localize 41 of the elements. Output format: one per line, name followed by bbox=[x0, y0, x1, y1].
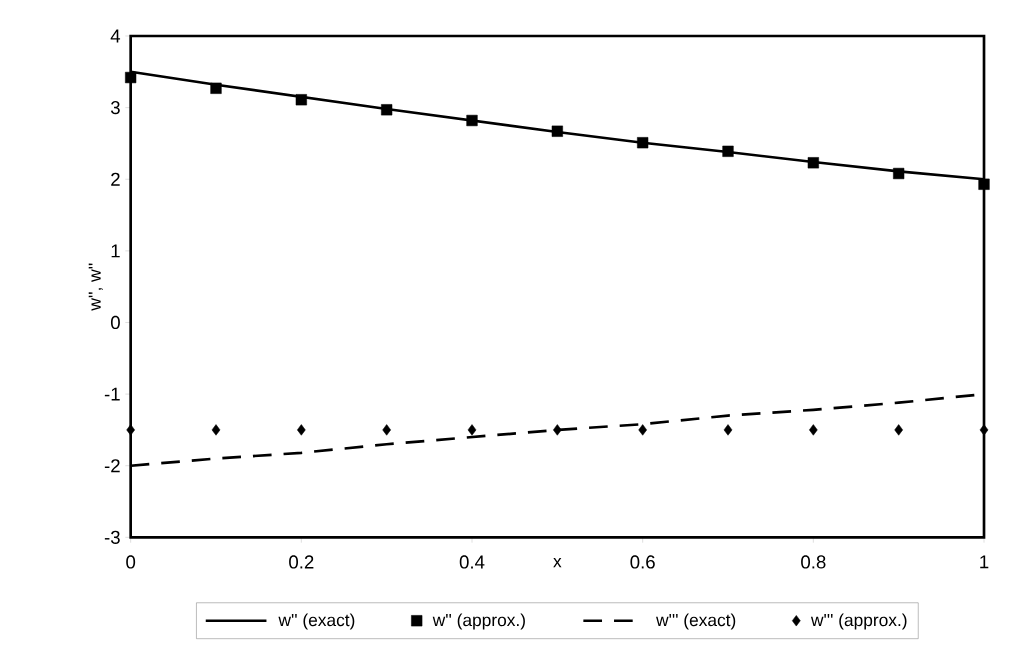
point bbox=[551, 125, 563, 137]
y-tick-label: 1 bbox=[111, 244, 120, 258]
point bbox=[295, 94, 307, 106]
point bbox=[893, 167, 905, 180]
legend-label: w'' (approx.) bbox=[432, 613, 525, 630]
point bbox=[553, 424, 562, 436]
y-tick-label: -1 bbox=[104, 387, 120, 401]
point bbox=[381, 104, 393, 116]
x-tick-label: 0.4 bbox=[459, 555, 485, 569]
x-tick-label: 0.6 bbox=[630, 555, 655, 569]
point bbox=[125, 71, 137, 84]
y-tick-label: 2 bbox=[111, 172, 120, 186]
point bbox=[382, 424, 391, 436]
x-tick-label: 0.8 bbox=[801, 555, 826, 569]
x-tick-label: 0 bbox=[126, 555, 136, 569]
point bbox=[722, 145, 734, 157]
point bbox=[467, 424, 477, 436]
y-tick-label: -2 bbox=[104, 459, 120, 473]
point bbox=[126, 424, 135, 436]
x-tick-label: 1 bbox=[980, 555, 989, 569]
point bbox=[638, 424, 647, 436]
x-axis-title: x bbox=[553, 558, 562, 568]
point bbox=[809, 424, 818, 436]
point bbox=[807, 157, 819, 169]
y-tick-label: 3 bbox=[110, 100, 120, 115]
point bbox=[637, 137, 649, 149]
y-axis-title: w'', w'' bbox=[88, 263, 103, 311]
legend-label: w''' (exact) bbox=[656, 613, 736, 630]
point bbox=[466, 114, 478, 127]
point bbox=[723, 424, 733, 436]
point bbox=[211, 424, 221, 436]
legend-label: w''' (approx.) bbox=[810, 613, 907, 630]
legend-label: w'' (exact) bbox=[278, 613, 355, 630]
y-tick-label: 4 bbox=[110, 29, 121, 43]
y-tick-label: -3 bbox=[104, 530, 120, 544]
point bbox=[210, 82, 222, 94]
x-tick-label: 0.2 bbox=[289, 555, 314, 569]
point bbox=[894, 424, 903, 436]
y-tick-label: 0 bbox=[110, 315, 120, 330]
point bbox=[297, 424, 306, 436]
point bbox=[978, 178, 990, 190]
